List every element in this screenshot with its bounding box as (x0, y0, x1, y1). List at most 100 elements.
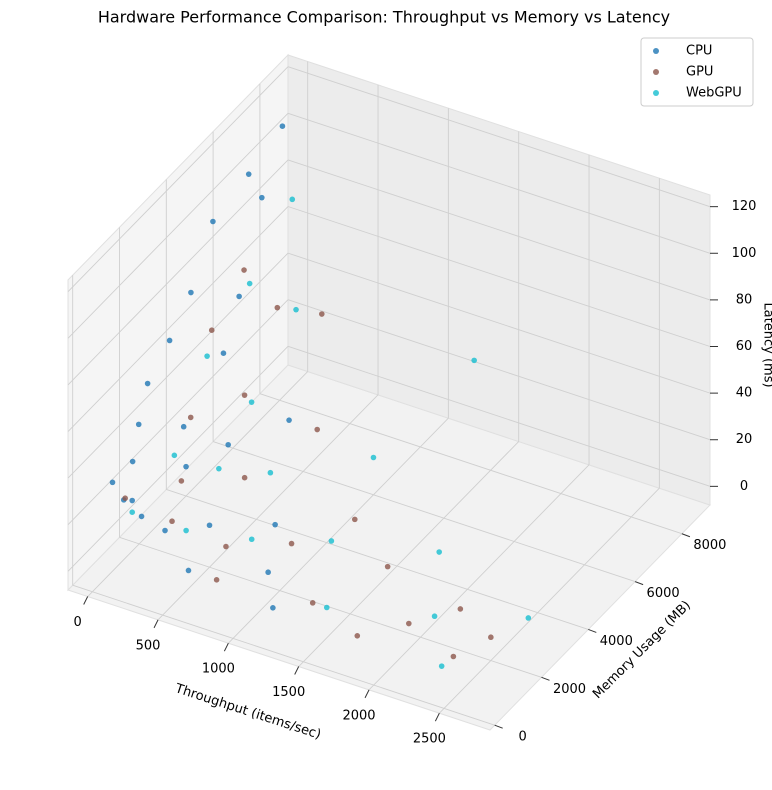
grid-line (368, 464, 590, 691)
point (129, 497, 136, 504)
point (183, 463, 189, 470)
point (436, 549, 442, 555)
point (267, 469, 274, 476)
point (525, 615, 532, 621)
grid-line (67, 66, 289, 292)
x-tick-label: 1500 (272, 685, 305, 700)
point (169, 518, 175, 525)
z-tick-label: 20 (736, 432, 753, 447)
z-axis-label: Latency (ms) (761, 302, 772, 387)
point (259, 194, 265, 201)
grid-line (287, 345, 711, 487)
z-tick-label: 60 (736, 339, 753, 354)
grid-line (157, 394, 379, 621)
x-tick-label: 2000 (342, 708, 375, 723)
point (248, 399, 255, 405)
grid-line (439, 487, 660, 714)
point (319, 311, 325, 317)
x-tick-label: 500 (136, 638, 161, 653)
grid-line (67, 346, 289, 572)
legend-label: WebGPU (686, 86, 742, 101)
x-tick (83, 596, 89, 605)
point (210, 218, 216, 225)
z-tick-label: 80 (736, 292, 753, 307)
point (314, 426, 320, 433)
x-tick (364, 689, 370, 699)
grid-line (287, 206, 711, 347)
point (171, 452, 178, 459)
point (471, 357, 477, 364)
grid-line (119, 536, 542, 678)
z-tick-label: 40 (736, 386, 753, 401)
point (223, 543, 229, 550)
grid-line (298, 441, 520, 667)
point (129, 509, 136, 515)
point (351, 516, 358, 523)
grid-line (67, 112, 289, 339)
y-tick-label: 6000 (647, 586, 680, 601)
grid-line (259, 393, 683, 535)
x-tick (434, 712, 440, 722)
point (272, 521, 278, 528)
point (293, 306, 299, 313)
z-tick-label: 0 (740, 479, 748, 494)
grid-line (287, 66, 711, 208)
side-pane (67, 53, 289, 592)
point (246, 280, 253, 287)
point (384, 563, 391, 570)
y-tick-label: 8000 (693, 538, 726, 553)
legend-label: GPU (686, 65, 713, 80)
point (122, 495, 128, 502)
point (438, 663, 445, 669)
point (185, 567, 192, 574)
x-tick (153, 619, 159, 629)
point (187, 414, 194, 421)
legend-marker (653, 69, 659, 75)
point (204, 353, 210, 359)
point (135, 421, 142, 428)
legend-marker (653, 90, 659, 96)
point (162, 527, 168, 534)
x-tick-label: 0 (74, 615, 82, 630)
point (288, 540, 295, 547)
grid-line (67, 159, 289, 386)
point (109, 479, 116, 486)
point (188, 289, 194, 296)
grid-line (72, 584, 495, 726)
z-tick-label: 120 (732, 199, 757, 214)
point (183, 527, 189, 534)
point (457, 606, 464, 612)
x-tick-label: 2500 (413, 732, 446, 747)
grid-line (287, 299, 711, 441)
point (328, 538, 335, 544)
grid-line (212, 441, 636, 583)
point (245, 171, 252, 177)
panes (67, 53, 711, 731)
point (274, 304, 281, 311)
z-tick-label: 100 (732, 246, 757, 261)
y-tick-label: 0 (519, 730, 527, 745)
point (129, 458, 136, 465)
grid-line (67, 252, 289, 479)
y-tick-label: 2000 (553, 682, 586, 697)
legend-box (640, 37, 754, 107)
point (213, 577, 220, 583)
point (431, 613, 438, 620)
point (166, 337, 173, 344)
chart-title: Hardware Performance Comparison: Through… (98, 8, 670, 27)
point (225, 441, 231, 448)
y-tick (681, 533, 691, 538)
y-tick (634, 581, 644, 586)
point (488, 634, 494, 641)
x-tick (223, 642, 229, 652)
legend: CPU GPU WebGPU (640, 37, 754, 107)
legend-label: CPU (686, 44, 712, 59)
point (309, 600, 316, 606)
x-tick-label: 1000 (202, 662, 235, 677)
point (270, 605, 276, 611)
point (241, 474, 248, 481)
point (206, 522, 213, 529)
point (220, 350, 227, 356)
